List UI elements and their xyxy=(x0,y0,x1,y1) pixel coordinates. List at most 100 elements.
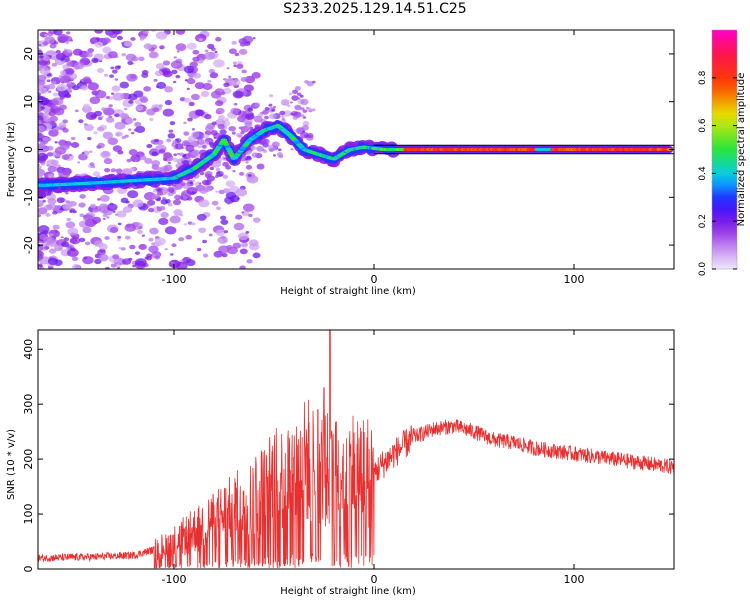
y-axis-label: Frequency (Hz) xyxy=(6,122,17,198)
noise-blob xyxy=(59,96,65,100)
noise-blob xyxy=(223,230,229,234)
noise-blob xyxy=(63,168,66,171)
noise-blob xyxy=(300,107,305,111)
noise-blob xyxy=(192,56,200,62)
noise-blob xyxy=(106,216,110,219)
noise-blob xyxy=(38,213,42,218)
noise-blob xyxy=(191,149,200,156)
noise-blob xyxy=(221,253,228,258)
noise-blob xyxy=(131,56,139,62)
y-tick-label: 20 xyxy=(22,47,35,61)
noise-blob xyxy=(202,82,213,91)
noise-blob xyxy=(48,90,52,93)
noise-blob xyxy=(84,241,91,246)
noise-blob xyxy=(38,145,47,152)
noise-blob xyxy=(70,136,76,141)
noise-blob xyxy=(50,56,57,61)
noise-blob xyxy=(182,195,188,200)
noise-blob xyxy=(91,216,102,224)
noise-blob xyxy=(141,234,145,237)
noise-blob xyxy=(288,92,293,96)
noise-blob xyxy=(222,174,229,179)
noise-blob xyxy=(252,37,256,40)
noise-blob xyxy=(271,108,276,112)
colorbar-frame xyxy=(711,29,738,270)
noise-blob xyxy=(162,157,168,161)
noise-blob xyxy=(185,234,192,240)
noise-blob xyxy=(51,80,57,85)
noise-blob xyxy=(203,141,210,146)
noise-blob xyxy=(198,227,207,234)
noise-blob xyxy=(171,243,177,248)
noise-blob xyxy=(229,194,240,203)
noise-blob xyxy=(38,95,44,102)
noise-blob xyxy=(61,154,70,160)
noise-blob xyxy=(38,87,48,95)
noise-blob xyxy=(62,203,72,210)
noise-blob xyxy=(161,189,166,193)
noise-blob xyxy=(128,100,134,104)
noise-blob xyxy=(215,229,226,237)
noise-blob xyxy=(179,152,183,156)
noise-blob xyxy=(148,207,155,213)
noise-blob xyxy=(208,233,213,237)
noise-blob xyxy=(65,41,69,44)
colorbar-tick-label: 0.8 xyxy=(698,70,708,85)
noise-blob xyxy=(141,72,149,78)
noise-blob xyxy=(89,81,93,84)
noise-blob xyxy=(207,43,215,49)
noise-blob xyxy=(46,79,51,83)
noise-blob xyxy=(264,107,270,111)
noise-blob xyxy=(45,213,51,217)
noise-blob xyxy=(244,75,256,84)
noise-blob xyxy=(164,186,168,190)
noise-blob xyxy=(148,237,154,242)
noise-blob xyxy=(222,77,227,81)
y-tick-label: 10 xyxy=(22,95,35,109)
noise-blob xyxy=(127,190,139,199)
noise-blob xyxy=(102,131,114,140)
bottom-plot-frame xyxy=(37,329,675,570)
noise-blob xyxy=(102,213,108,218)
noise-blob xyxy=(251,72,261,79)
noise-blob xyxy=(162,70,173,78)
noise-blob xyxy=(176,138,180,142)
noise-blob xyxy=(56,83,67,92)
noise-blob xyxy=(277,148,282,152)
noise-blob xyxy=(185,144,195,152)
noise-blob xyxy=(203,182,207,185)
chart-title: S233.2025.129.14.51.C25 xyxy=(283,1,467,17)
noise-blob xyxy=(154,255,160,260)
noise-blob xyxy=(241,211,245,214)
noise-blob xyxy=(66,49,73,53)
noise-blob xyxy=(154,70,163,77)
noise-blob xyxy=(156,167,163,172)
noise-blob xyxy=(279,110,286,116)
noise-blob xyxy=(164,86,174,93)
noise-blob xyxy=(58,169,71,179)
noise-blob xyxy=(123,40,133,47)
noise-blob xyxy=(126,158,132,163)
noise-blob xyxy=(215,36,222,42)
noise-blob xyxy=(111,69,118,74)
noise-blob xyxy=(79,194,86,199)
noise-blob xyxy=(38,201,41,206)
noise-blob xyxy=(215,170,224,178)
noise-blob xyxy=(53,107,65,116)
noise-blob xyxy=(40,59,51,67)
noise-blob xyxy=(97,142,105,149)
noise-blob xyxy=(166,138,172,143)
noise-blob xyxy=(198,38,203,42)
noise-blob xyxy=(218,114,225,121)
noise-blob xyxy=(57,33,69,43)
noise-blob xyxy=(120,247,126,251)
noise-blob xyxy=(105,116,115,123)
noise-blob xyxy=(38,168,46,177)
noise-blob xyxy=(104,266,110,269)
noise-blob xyxy=(102,37,111,44)
noise-blob xyxy=(132,118,137,121)
noise-blob xyxy=(149,227,159,235)
noise-blob xyxy=(38,44,42,47)
noise-blob xyxy=(61,241,70,248)
noise-blob xyxy=(107,51,118,59)
